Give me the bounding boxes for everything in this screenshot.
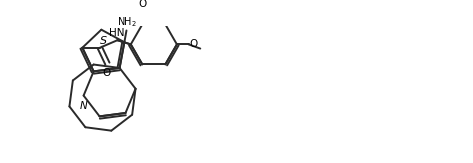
- Text: N: N: [80, 101, 88, 111]
- Text: NH$_2$: NH$_2$: [117, 15, 137, 29]
- Text: S: S: [100, 36, 107, 45]
- Text: O: O: [138, 0, 147, 9]
- Text: O: O: [189, 39, 198, 49]
- Text: HN: HN: [109, 28, 124, 38]
- Text: O: O: [103, 68, 111, 78]
